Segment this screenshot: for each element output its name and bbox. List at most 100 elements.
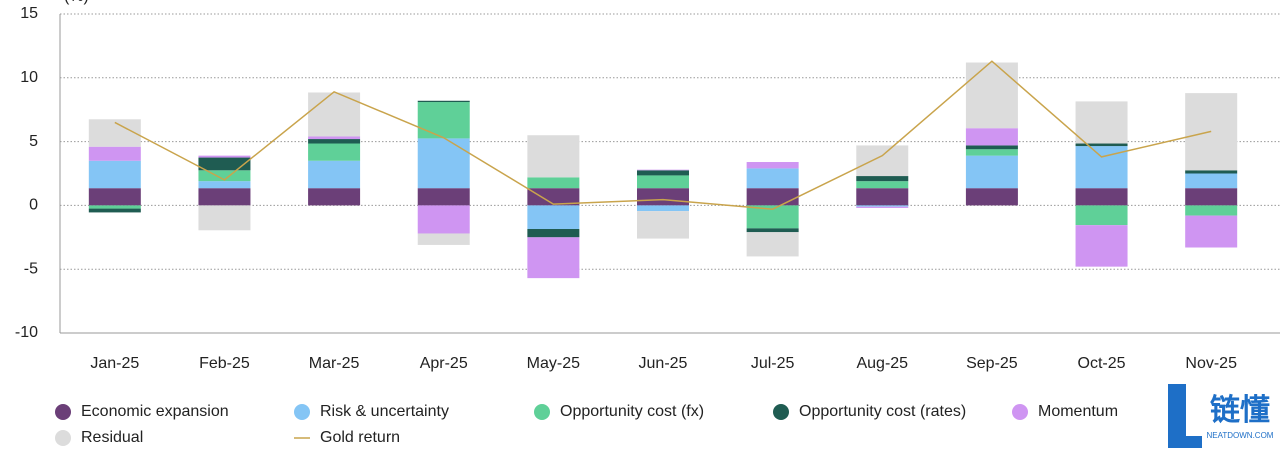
logo-site: NEATDOWN.COM bbox=[1207, 431, 1274, 440]
logo: 链懂 NEATDOWN.COM bbox=[1168, 384, 1274, 448]
bar-segment bbox=[527, 237, 580, 279]
bar-segment bbox=[527, 177, 580, 189]
x-tick-label: Mar-25 bbox=[309, 355, 360, 372]
x-tick-label: Nov-25 bbox=[1185, 355, 1237, 372]
bar-segment bbox=[417, 188, 470, 206]
x-tick-label: Aug-25 bbox=[856, 355, 908, 372]
bar-segment bbox=[965, 145, 1018, 150]
bar-segment bbox=[746, 228, 799, 233]
bar-segment bbox=[417, 205, 470, 234]
bar-segment bbox=[856, 145, 909, 177]
x-tick-label: Feb-25 bbox=[199, 355, 250, 372]
bar-segment bbox=[1075, 188, 1128, 206]
legend-label: Opportunity cost (fx) bbox=[560, 403, 704, 420]
bar-segment bbox=[746, 162, 799, 169]
bar-segment bbox=[746, 232, 799, 257]
bar-segment bbox=[88, 160, 141, 189]
legend-label: Risk & uncertainty bbox=[320, 403, 449, 420]
bar-segment bbox=[965, 149, 1018, 156]
bar-segment bbox=[1185, 188, 1238, 206]
legend-label: Gold return bbox=[320, 429, 400, 446]
x-tick-label: Apr-25 bbox=[420, 355, 468, 372]
bar-segment bbox=[856, 181, 909, 189]
bar-segment bbox=[88, 205, 141, 209]
y-tick-label: 5 bbox=[29, 133, 38, 150]
bar-segment bbox=[198, 181, 251, 189]
bar-segment bbox=[417, 102, 470, 139]
y-axis-label: (%) bbox=[64, 0, 89, 5]
x-tick-label: May-25 bbox=[527, 355, 580, 372]
bar-segment bbox=[746, 168, 799, 189]
logo-text: 链懂 bbox=[1210, 393, 1270, 427]
bar-segment bbox=[308, 160, 361, 189]
bar-segment bbox=[417, 100, 470, 103]
bar-segment bbox=[746, 205, 799, 229]
line-series bbox=[114, 60, 1212, 210]
bar-segment bbox=[1075, 205, 1128, 226]
bar-segment bbox=[1185, 173, 1238, 189]
legend-swatch bbox=[1012, 404, 1028, 420]
bar-segment bbox=[308, 143, 361, 161]
bar-segment bbox=[88, 146, 141, 161]
bar-segment bbox=[1075, 225, 1128, 267]
bar-segment bbox=[527, 205, 580, 230]
bar-segment bbox=[637, 211, 689, 239]
bar-segment bbox=[965, 128, 1018, 146]
bar-segment bbox=[965, 155, 1018, 189]
bar-segment bbox=[417, 233, 470, 245]
x-tick-label: Jun-25 bbox=[639, 355, 688, 372]
x-tick-label: Jul-25 bbox=[751, 355, 795, 372]
legend-label: Economic expansion bbox=[81, 403, 229, 420]
x-tick-label: Sep-25 bbox=[966, 355, 1018, 372]
bar-segment bbox=[88, 208, 141, 213]
legend-label: Opportunity cost (rates) bbox=[799, 403, 966, 420]
bar-segment bbox=[637, 170, 689, 176]
bar-segment bbox=[1075, 101, 1128, 144]
bar-segment bbox=[198, 170, 251, 182]
bar-segment bbox=[527, 229, 580, 238]
bar-segment bbox=[308, 136, 361, 140]
bar-segment bbox=[88, 119, 141, 147]
bar-segment bbox=[198, 205, 251, 231]
y-tick-label: 10 bbox=[20, 69, 38, 86]
legend-swatch bbox=[55, 404, 71, 420]
bar-segment bbox=[417, 138, 470, 189]
bar-segment bbox=[198, 188, 251, 206]
bar-segment bbox=[856, 205, 909, 207]
logo-mark bbox=[1168, 384, 1202, 448]
bar-segment bbox=[198, 157, 251, 171]
bar-segment bbox=[746, 188, 799, 206]
y-tick-label: 0 bbox=[29, 197, 38, 214]
legend-label: Residual bbox=[81, 429, 143, 446]
y-tick-label: -5 bbox=[24, 260, 38, 277]
legend-swatch bbox=[534, 404, 550, 420]
bar-segment bbox=[308, 188, 361, 206]
bar-segment bbox=[965, 62, 1018, 129]
bar-segment bbox=[965, 188, 1018, 206]
legend-swatch bbox=[294, 404, 310, 420]
bar-segment bbox=[308, 139, 361, 144]
legend-label: Momentum bbox=[1038, 403, 1118, 420]
bar-segment bbox=[856, 176, 909, 182]
bar-segment bbox=[1185, 170, 1238, 174]
bar-segment bbox=[1185, 205, 1238, 216]
bar-segment bbox=[1075, 143, 1128, 147]
bar-segment bbox=[637, 175, 689, 189]
bar-segment bbox=[1185, 215, 1238, 248]
bar-segment bbox=[527, 135, 580, 178]
bar-segment bbox=[856, 206, 909, 208]
bar-segment bbox=[637, 169, 689, 171]
bar-segment bbox=[198, 155, 251, 158]
y-tick-label: 15 bbox=[20, 5, 38, 22]
x-tick-label: Oct-25 bbox=[1078, 355, 1126, 372]
bar-segment bbox=[637, 188, 689, 206]
bar-segment bbox=[527, 188, 580, 206]
legend-swatch bbox=[773, 404, 789, 420]
bar-segment bbox=[88, 188, 141, 206]
bar-segment bbox=[856, 188, 909, 206]
x-tick-label: Jan-25 bbox=[90, 355, 139, 372]
legend-swatch bbox=[55, 430, 71, 446]
bar-segment bbox=[637, 205, 689, 212]
y-tick-label: -10 bbox=[15, 324, 38, 341]
